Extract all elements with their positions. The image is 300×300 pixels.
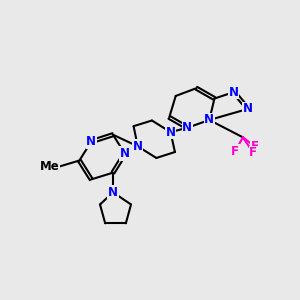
Text: F: F: [249, 146, 257, 159]
Text: N: N: [243, 102, 253, 116]
Text: N: N: [182, 121, 192, 134]
Text: N: N: [229, 85, 239, 99]
Text: Me: Me: [40, 160, 59, 173]
Text: N: N: [108, 186, 118, 199]
Text: N: N: [166, 126, 176, 139]
Text: N: N: [86, 135, 96, 148]
Text: F: F: [231, 145, 239, 158]
Text: N: N: [120, 147, 130, 160]
Text: N: N: [204, 113, 214, 127]
Text: N: N: [133, 140, 143, 153]
Text: F: F: [250, 140, 259, 153]
